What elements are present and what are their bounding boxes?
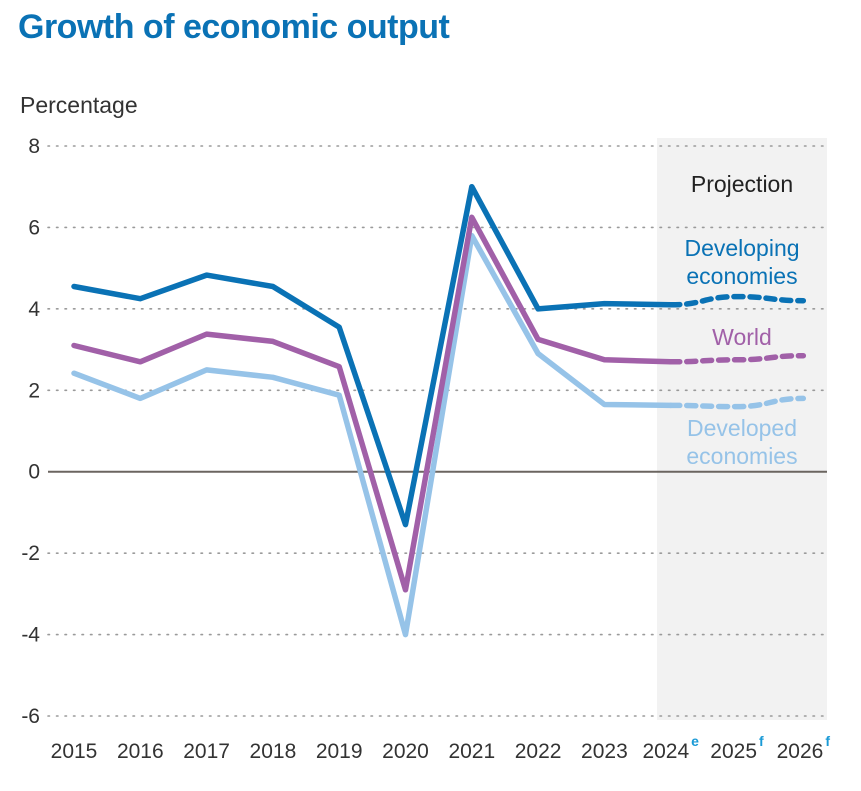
y-axis-label: Percentage: [20, 92, 138, 118]
y-tick-label: -4: [21, 624, 40, 647]
x-tick-label: 2022: [515, 740, 562, 763]
chart-title: Growth of economic output: [18, 8, 450, 46]
y-tick-label: -6: [21, 705, 40, 728]
y-tick-label: 4: [28, 298, 40, 321]
series-label-0: Developing economies: [684, 235, 799, 289]
x-tick-label: 2023: [581, 740, 628, 763]
series-projection-line-0: [667, 293, 807, 308]
x-tick-label: 2015: [51, 740, 98, 763]
series-projection-line-1: [667, 352, 807, 365]
series-line-0: [71, 183, 674, 528]
x-tick-label: 2018: [250, 740, 297, 763]
x-tick-label: 2020: [382, 740, 429, 763]
y-tick-label: 8: [28, 135, 40, 158]
projection-band: [657, 138, 827, 720]
x-tick-label: 2021: [448, 740, 495, 763]
x-tick-label: 2019: [316, 740, 363, 763]
projection-label: Projection: [691, 171, 793, 197]
x-tick-label: 2026 f: [777, 733, 831, 763]
x-tick-label: 2017: [183, 740, 230, 763]
x-tick-label: 2024 e: [642, 733, 699, 763]
y-tick-label: 2: [28, 379, 40, 402]
y-tick-label: 0: [28, 461, 40, 484]
series-line-2: [71, 232, 674, 638]
x-tick-label: 2025 f: [710, 733, 764, 763]
y-tick-label: 6: [28, 216, 40, 239]
series-label-1: World: [712, 324, 772, 350]
x-tick-label: 2016: [117, 740, 164, 763]
series-line-1: [71, 214, 674, 593]
series-projection-line-2: [667, 395, 807, 410]
y-tick-label: -2: [21, 542, 40, 565]
series-label-2: Developed economies: [686, 415, 797, 469]
